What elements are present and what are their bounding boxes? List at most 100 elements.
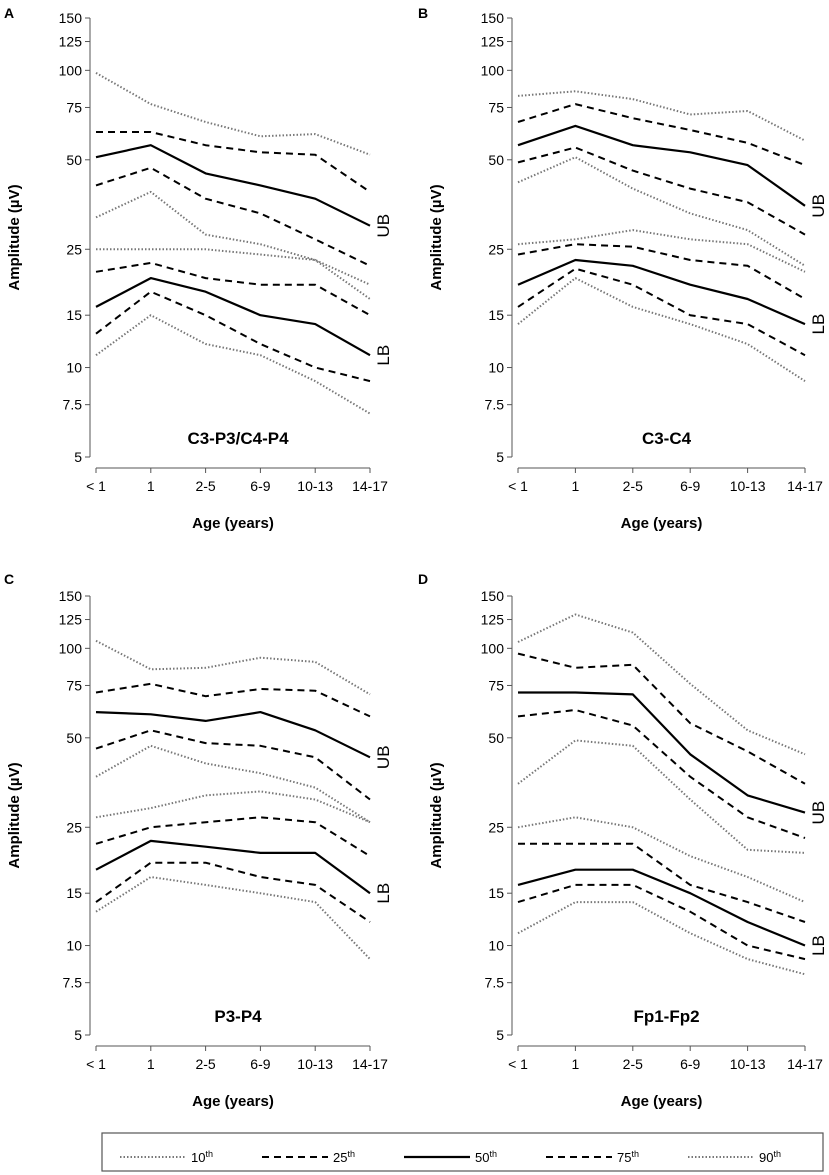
series-line — [517, 103, 806, 167]
x-tick-label: 1 — [147, 1056, 155, 1072]
series-line — [517, 90, 806, 142]
x-tick-label: 10-13 — [730, 478, 766, 494]
series-line — [517, 277, 806, 382]
y-tick-label: 5 — [74, 449, 82, 465]
x-tick-label: 14-17 — [352, 478, 388, 494]
legend-label-p25: 25th — [333, 1149, 355, 1165]
series-line — [518, 691, 806, 814]
y-tick-label: 10 — [66, 938, 82, 954]
x-tick-label: 2-5 — [195, 478, 215, 494]
x-tick-label: 1 — [572, 478, 580, 494]
series-line — [95, 314, 371, 415]
y-tick-label: 25 — [66, 241, 82, 257]
panel-title: C3-C4 — [642, 429, 692, 448]
x-tick-label: < 1 — [86, 478, 106, 494]
series-line — [517, 709, 806, 839]
series-line — [517, 124, 806, 207]
x-tick-label: 10-13 — [730, 1056, 766, 1072]
y-tick-label: 75 — [66, 99, 82, 115]
y-tick-label: 7.5 — [63, 397, 83, 413]
y-tick-label: 150 — [481, 10, 505, 26]
chart-panel-c: C 5 7.5 10 15 25 50 75 100 125 150 < 1 1 2-5 6-9 10-13 1… — [4, 571, 393, 1110]
x-tick-label: < 1 — [508, 1056, 528, 1072]
series-line — [517, 868, 806, 947]
y-tick-label: 75 — [488, 99, 504, 115]
band-label-lb: LB — [374, 345, 393, 366]
x-axis-title: Age (years) — [621, 515, 703, 532]
y-tick-label: 5 — [74, 1027, 82, 1043]
y-tick-label: 7.5 — [485, 975, 505, 991]
y-axis-title: Amplitude (µV) — [428, 762, 445, 868]
y-tick-label: 5 — [496, 1027, 504, 1043]
y-tick-label: 125 — [481, 34, 505, 50]
series-line — [95, 839, 371, 895]
series-line — [95, 682, 371, 718]
series-line — [518, 842, 806, 923]
y-tick-label: 100 — [59, 640, 83, 656]
series-line — [95, 144, 371, 227]
band-label-ub: UB — [809, 801, 828, 825]
panel-letter: D — [418, 571, 428, 587]
chart-panel-b: B 5 7.5 10 15 25 50 75 100 125 150 < 1 1 2-5 6-9 10-13 1… — [418, 5, 828, 532]
series-line — [95, 72, 371, 156]
band-label-ub: UB — [809, 194, 828, 218]
x-tick-label: 10-13 — [297, 478, 333, 494]
series-line — [517, 267, 806, 357]
y-tick-label: 150 — [481, 588, 505, 604]
series-line — [517, 156, 806, 267]
series-line — [95, 744, 371, 824]
y-tick-label: 100 — [481, 640, 505, 656]
x-tick-label: 2-5 — [623, 478, 643, 494]
y-tick-label: 25 — [488, 241, 504, 257]
x-axis-title: Age (years) — [192, 515, 274, 532]
y-tick-label: 15 — [488, 307, 504, 323]
series-line — [517, 613, 806, 756]
y-tick-label: 15 — [488, 885, 504, 901]
y-tick-label: 10 — [66, 360, 82, 376]
panel-letter: C — [4, 571, 14, 587]
y-tick-label: 50 — [66, 730, 82, 746]
x-axis-title: Age (years) — [192, 1093, 274, 1110]
legend: 10th 25th 50th 75th 90th — [101, 1132, 824, 1172]
series-line — [95, 166, 371, 267]
y-axis-title: Amplitude (µV) — [6, 762, 23, 868]
y-tick-label: 15 — [66, 885, 82, 901]
chart-panel-a: A 5 7.5 10 15 25 50 75 100 125 150 < 1 1 2-5 6-9 10-13 1… — [4, 5, 393, 532]
series-line — [517, 258, 806, 326]
panel-letter: A — [4, 5, 14, 21]
y-tick-label: 7.5 — [485, 397, 505, 413]
x-tick-label: 1 — [147, 478, 155, 494]
x-tick-label: 14-17 — [787, 478, 823, 494]
y-tick-label: 150 — [59, 10, 83, 26]
y-tick-label: 100 — [481, 62, 505, 78]
series-line — [95, 639, 371, 696]
x-tick-label: < 1 — [86, 1056, 106, 1072]
x-tick-label: 2-5 — [195, 1056, 215, 1072]
panel-letter: B — [418, 5, 428, 21]
series-line — [517, 652, 806, 785]
series-line — [517, 901, 806, 976]
series-line — [95, 190, 371, 300]
x-tick-label: 14-17 — [352, 1056, 388, 1072]
y-axis-title: Amplitude (µV) — [428, 184, 445, 290]
y-tick-label: 50 — [488, 730, 504, 746]
series-line — [517, 883, 806, 961]
x-tick-label: < 1 — [508, 478, 528, 494]
y-tick-label: 50 — [66, 152, 82, 168]
series-line — [95, 861, 371, 923]
y-tick-label: 7.5 — [63, 975, 83, 991]
legend-label-p10: 10th — [191, 1149, 213, 1165]
x-tick-label: 14-17 — [787, 1056, 823, 1072]
panel-title: Fp1-Fp2 — [633, 1007, 699, 1026]
x-axis-title: Age (years) — [621, 1093, 703, 1110]
series-line — [517, 146, 806, 236]
series-line — [95, 876, 371, 960]
panel-title: C3-P3/C4-P4 — [187, 429, 289, 448]
series-line — [95, 290, 371, 383]
x-tick-label: 2-5 — [623, 1056, 643, 1072]
y-tick-label: 15 — [66, 307, 82, 323]
series-line — [95, 261, 371, 317]
series-line — [96, 131, 371, 193]
y-tick-label: 25 — [488, 819, 504, 835]
